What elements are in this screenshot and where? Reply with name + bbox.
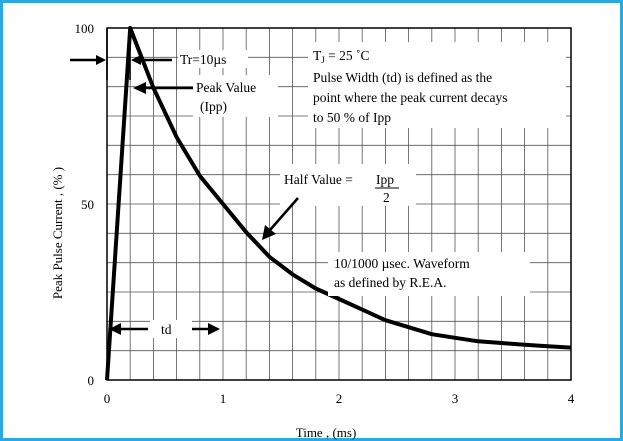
tr-label-bg [178, 50, 248, 68]
tj-sub: J [321, 55, 325, 65]
half-value-label: Half Value = [284, 172, 353, 187]
peak-arrow-head [133, 82, 146, 94]
tick-labels: 0 1 2 3 4 0 50 100 [75, 21, 575, 406]
x-tick-label: 0 [104, 391, 111, 406]
y-tick-label: 50 [81, 197, 94, 212]
plot-area [106, 27, 572, 381]
tr-arrow-right-head [131, 55, 141, 65]
peak-label-line2: (Ipp) [200, 99, 227, 114]
half-value-arrow-head [262, 225, 276, 240]
td-label-bg [150, 320, 192, 338]
y-tick-label: 100 [75, 21, 95, 36]
wave-label-bg [328, 252, 530, 296]
half-value-numerator: Ipp [376, 172, 394, 187]
x-tick-label: 2 [336, 391, 343, 406]
td-arrow-right-head [208, 323, 220, 335]
tj-main: T [313, 48, 322, 63]
tj-label-bg [308, 42, 566, 128]
y-axis-label: Peak Pulse Current , (% ) [50, 167, 65, 299]
waveform-line2: as defined by R.E.A. [334, 275, 446, 290]
series-line [105, 26, 572, 381]
tr-label: Tr=10µs [180, 52, 226, 67]
x-tick-label: 3 [452, 391, 459, 406]
peak-label-line1: Peak Value [196, 80, 256, 95]
td-label: td [161, 322, 172, 337]
waveform-line1: 10/1000 µsec. Waveform [334, 256, 470, 271]
half-value-arrow-shaft [269, 197, 299, 231]
y-tick-label: 0 [88, 373, 95, 388]
pulse-width-line1: Pulse Width (td) is defined as the [313, 70, 492, 85]
tr-arrow-left-head [96, 55, 106, 65]
tj-label: TJ = 25 ˚C [313, 48, 370, 65]
pulse-width-line2: point where the peak current decays [313, 90, 508, 105]
x-axis-label: Time , (ms) [296, 425, 357, 440]
td-arrow-left-head [109, 323, 121, 335]
x-tick-label: 4 [568, 391, 575, 406]
pulse-width-line3: to 50 % of Ipp [313, 110, 391, 125]
half-value-denominator: 2 [383, 190, 390, 205]
tj-rest: = 25 ˚C [325, 48, 370, 63]
half-label-bg [280, 164, 416, 206]
x-tick-label: 1 [220, 391, 227, 406]
peak-label-bg [193, 75, 278, 117]
